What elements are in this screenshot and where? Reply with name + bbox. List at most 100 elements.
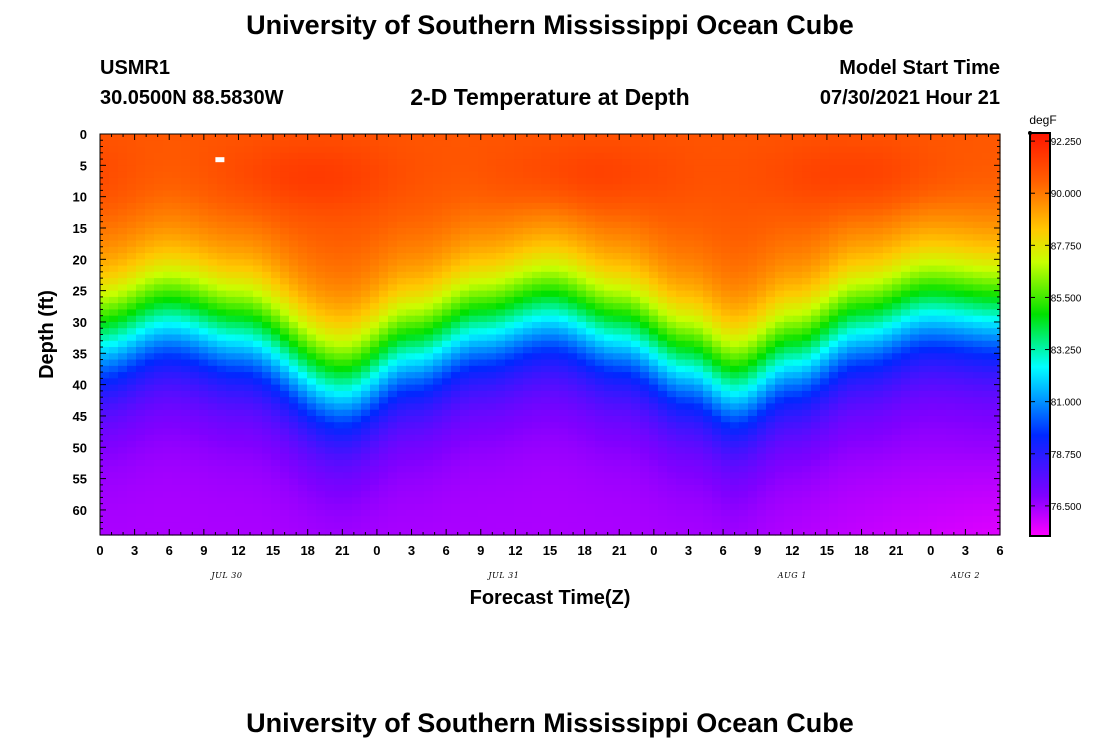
heatmap-cell: [829, 278, 839, 285]
heatmap-cell: [208, 253, 218, 260]
heatmap-cell: [559, 309, 569, 317]
heatmap-cell: [640, 378, 650, 386]
heatmap-cell: [649, 409, 659, 417]
heatmap-cell: [550, 309, 560, 317]
heatmap-cell: [541, 152, 551, 160]
heatmap-cell: [370, 196, 380, 204]
heatmap-cell: [415, 290, 425, 298]
heatmap-cell: [334, 284, 344, 292]
heatmap-cell: [406, 353, 416, 361]
heatmap-cell: [793, 221, 803, 229]
heatmap-cell: [658, 215, 668, 223]
heatmap-cell: [829, 190, 839, 198]
heatmap-cell: [181, 221, 191, 229]
heatmap-cell: [298, 202, 308, 210]
heatmap-cell: [136, 140, 146, 148]
heatmap-cell: [874, 315, 884, 323]
heatmap-cell: [199, 378, 209, 386]
heatmap-cell: [469, 415, 479, 423]
heatmap-cell: [145, 378, 155, 386]
heatmap-cell: [937, 347, 947, 354]
heatmap-cell: [316, 196, 326, 204]
heatmap-cell: [658, 278, 668, 285]
heatmap-cell: [784, 278, 794, 285]
heatmap-cell: [604, 271, 614, 279]
heatmap-cell: [496, 177, 506, 185]
heatmap-cell: [208, 271, 218, 279]
heatmap-cell: [415, 328, 425, 336]
heatmap-cell: [694, 284, 704, 292]
heatmap-cell: [424, 403, 434, 411]
heatmap-cell: [784, 428, 794, 436]
heatmap-cell: [289, 403, 299, 411]
heatmap-cell: [874, 334, 884, 342]
heatmap-cell: [982, 321, 992, 329]
heatmap-cell: [541, 253, 551, 260]
heatmap-cell: [433, 309, 443, 317]
heatmap-cell: [460, 221, 470, 229]
heatmap-cell: [928, 403, 938, 411]
heatmap-cell: [271, 428, 281, 436]
heatmap-cell: [127, 353, 137, 361]
heatmap-cell: [613, 384, 623, 392]
heatmap-cell: [964, 177, 974, 185]
heatmap-cell: [712, 390, 722, 398]
heatmap-cell: [163, 259, 173, 267]
heatmap-cell: [667, 434, 677, 442]
heatmap-cell: [460, 434, 470, 442]
heatmap-cell: [586, 177, 596, 185]
heatmap-cell: [316, 259, 326, 267]
heatmap-cell: [757, 196, 767, 204]
heatmap-cell: [190, 284, 200, 292]
heatmap-cell: [820, 296, 830, 304]
heatmap-cell: [730, 284, 740, 292]
heatmap-cell: [748, 159, 758, 166]
heatmap-cell: [361, 234, 371, 242]
heatmap-cell: [820, 309, 830, 317]
heatmap-cell: [712, 234, 722, 242]
heatmap-cell: [649, 347, 659, 354]
heatmap-cell: [559, 359, 569, 367]
heatmap-cell: [460, 372, 470, 379]
heatmap-cell: [847, 284, 857, 292]
heatmap-cell: [928, 428, 938, 436]
heatmap-cell: [946, 397, 956, 405]
heatmap-cell: [973, 428, 983, 436]
heatmap-cell: [478, 296, 488, 304]
heatmap-cell: [532, 372, 542, 379]
heatmap-cell: [667, 196, 677, 204]
heatmap-cell: [343, 328, 353, 336]
heatmap-cell: [136, 390, 146, 398]
heatmap-cell: [208, 378, 218, 386]
heatmap-cell: [640, 340, 650, 348]
heatmap-cell: [226, 378, 236, 386]
heatmap-cell: [721, 347, 731, 354]
heatmap-cell: [496, 441, 506, 448]
heatmap-cell: [379, 146, 389, 154]
heatmap-cell: [892, 253, 902, 260]
heatmap-cell: [847, 415, 857, 423]
heatmap-cell: [487, 378, 497, 386]
heatmap-cell: [721, 227, 731, 235]
heatmap-cell: [694, 403, 704, 411]
heatmap-cell: [964, 347, 974, 354]
heatmap-cell: [748, 265, 758, 273]
heatmap-cell: [370, 353, 380, 361]
heatmap-cell: [568, 165, 578, 173]
heatmap-cell: [622, 359, 632, 367]
heatmap-cell: [217, 240, 227, 248]
heatmap-cell: [262, 303, 272, 311]
heatmap-cell: [154, 271, 164, 279]
heatmap-cell: [802, 209, 812, 217]
heatmap-cell: [127, 171, 137, 179]
heatmap-cell: [955, 165, 965, 173]
heatmap-cell: [676, 221, 686, 229]
heatmap-cell: [190, 315, 200, 323]
heatmap-cell: [667, 384, 677, 392]
heatmap-cell: [325, 422, 335, 430]
heatmap-cell: [163, 146, 173, 154]
heatmap-cell: [685, 397, 695, 405]
heatmap-cell: [415, 234, 425, 242]
heatmap-cell: [712, 184, 722, 191]
heatmap-cell: [505, 434, 515, 442]
